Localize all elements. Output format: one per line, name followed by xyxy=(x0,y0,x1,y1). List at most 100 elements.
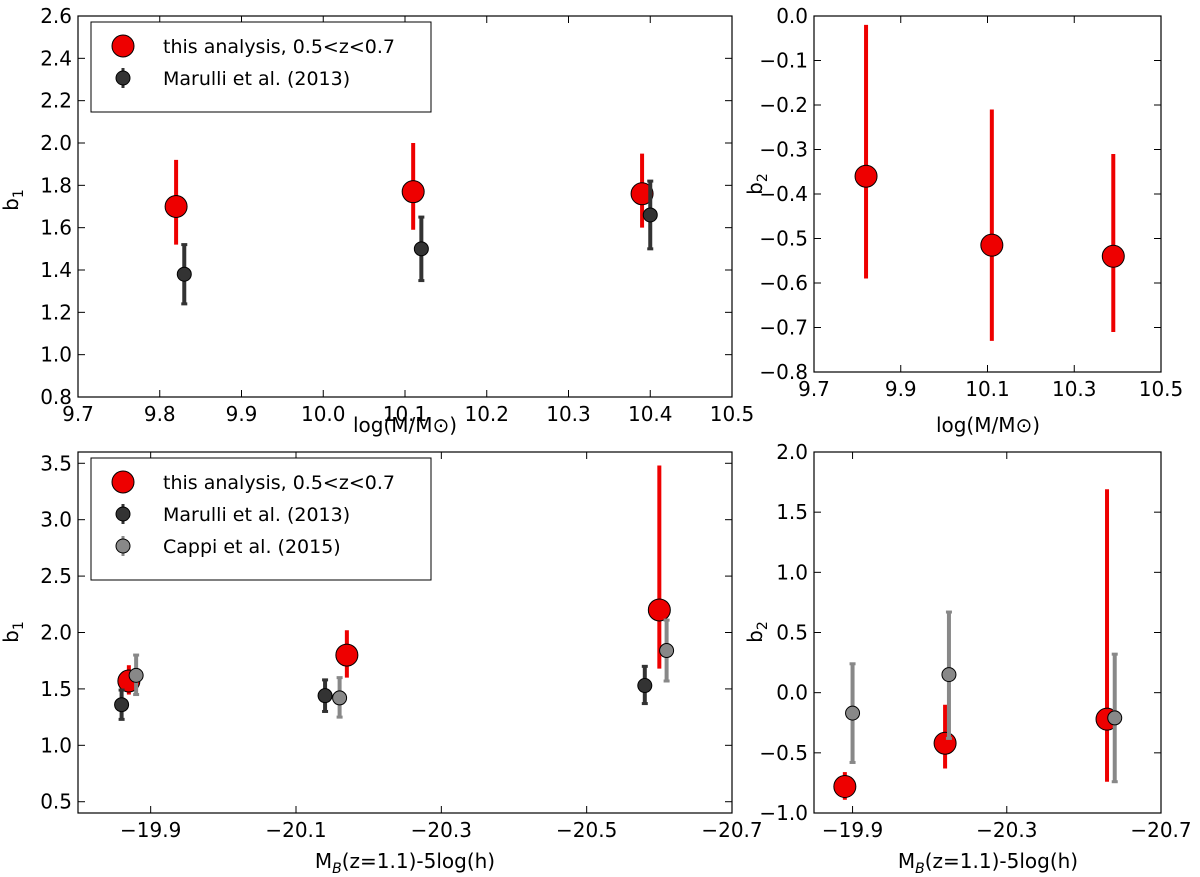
y-tick-label: −0.5 xyxy=(759,227,808,251)
panel-top-left: 9.7 9.8 9.9 10.0 10.1 10.2 10.3 10.4 10.5 0.8 1.0 1… xyxy=(0,4,754,437)
y-tick-label: −0.1 xyxy=(759,49,808,73)
axes-frame xyxy=(813,451,1162,814)
y-axis-label: b1 xyxy=(0,189,27,211)
y-tick-label: 0.0 xyxy=(776,4,808,28)
y-axis-label: b2 xyxy=(743,621,771,643)
point-this_analysis-2 xyxy=(647,598,671,622)
legend: this analysis, 0.5<z<0.7 Marulli et al. (… xyxy=(90,457,432,581)
y-axis-label: b2 xyxy=(743,173,771,195)
y-tick-label: 1.5 xyxy=(776,500,808,524)
x-tick-label: 10.0 xyxy=(301,402,346,426)
x-tick-label: −19.9 xyxy=(120,818,181,842)
x-tick-label: 10.1 xyxy=(383,402,428,426)
panel-bottom-left: −19.9 −20.1 −20.3 −20.5 −20.7 0.5 1.0 1.5 2.0 2.5… xyxy=(0,451,763,877)
legend-label-cappi: Cappi et al. (2015) xyxy=(163,536,341,558)
y-tick-label: 1.5 xyxy=(40,677,72,701)
y-tick-label: 2.0 xyxy=(40,621,72,645)
x-tick-label: 10.4 xyxy=(628,402,673,426)
x-axis-label: MB(z=1.1)-5log(h) xyxy=(898,849,1078,877)
point-marulli-1 xyxy=(413,241,429,257)
x-tick-label: −20.3 xyxy=(411,818,472,842)
y-tick-label: 1.8 xyxy=(40,173,72,197)
y-tick-label: 2.0 xyxy=(776,440,808,464)
x-tick-label: 10.5 xyxy=(1139,377,1184,401)
y-tick-label: 3.5 xyxy=(40,451,72,475)
y-tick-label: 2.0 xyxy=(40,131,72,155)
legend-frame xyxy=(90,21,432,113)
y-tick-label: −0.5 xyxy=(759,741,808,765)
point-marulli-1 xyxy=(317,688,333,704)
point-this_analysis-1 xyxy=(401,180,425,204)
legend-label-marulli: Marulli et al. (2013) xyxy=(163,68,350,90)
x-tick-label: 10.5 xyxy=(710,402,755,426)
point-marulli-2 xyxy=(637,678,653,694)
x-tick-label: 10.3 xyxy=(546,402,591,426)
x-tick-label: 9.8 xyxy=(144,402,176,426)
panel-top-right: 9.7 9.9 10.1 10.3 10.5 −0.8 −0.7 −0.6 −0.5 −0.4 −0… xyxy=(743,4,1183,437)
point-cappi-0 xyxy=(845,705,861,721)
point-this_analysis-0 xyxy=(164,195,188,218)
y-tick-label: −1.0 xyxy=(759,801,808,825)
x-tick-label: 9.9 xyxy=(885,377,917,401)
x-tick-label: −20.5 xyxy=(556,818,617,842)
x-tick-label: −20.7 xyxy=(1130,818,1191,842)
point-cappi-2 xyxy=(1107,710,1123,726)
y-tick-label: 0.5 xyxy=(40,790,72,814)
x-tick-label: 9.9 xyxy=(226,402,258,426)
point-this_analysis-2 xyxy=(630,182,654,206)
y-tick-label: 2.4 xyxy=(40,46,72,70)
y-tick-label: 2.6 xyxy=(40,4,72,28)
point-this_analysis-1 xyxy=(933,731,957,755)
y-tick-label: 0.5 xyxy=(776,621,808,645)
x-tick-label: 10.3 xyxy=(1052,377,1097,401)
y-tick-label: 1.0 xyxy=(40,733,72,757)
y-tick-label: 1.4 xyxy=(40,258,72,282)
y-tick-label: 2.2 xyxy=(40,89,72,113)
legend-label-this_analysis: this analysis, 0.5<z<0.7 xyxy=(163,36,395,58)
x-tick-label: −20.7 xyxy=(701,818,762,842)
x-tick-label: −20.3 xyxy=(976,818,1037,842)
axes-frame xyxy=(77,15,733,398)
y-tick-label: 0.0 xyxy=(776,681,808,705)
x-axis-label: MB(z=1.1)-5log(h) xyxy=(315,849,495,877)
point-this_analysis-0 xyxy=(854,164,878,188)
point-marulli-2 xyxy=(642,207,658,223)
y-tick-label: 1.0 xyxy=(776,560,808,584)
axes-frame xyxy=(813,15,1162,373)
point-cappi-1 xyxy=(941,667,957,683)
y-tick-label: 1.0 xyxy=(40,343,72,367)
legend-marker-this_analysis xyxy=(111,470,135,494)
y-tick-label: 2.5 xyxy=(40,564,72,588)
y-tick-label: 1.2 xyxy=(40,300,72,324)
point-this_analysis-1 xyxy=(335,643,359,667)
y-tick-label: −0.2 xyxy=(759,93,808,117)
x-axis-label: log(M/M⊙) xyxy=(353,413,457,437)
point-this_analysis-2 xyxy=(1101,244,1125,268)
axes-frame xyxy=(77,451,733,814)
x-axis-label: log(M/M⊙) xyxy=(936,413,1040,437)
y-tick-label: 0.8 xyxy=(40,385,72,409)
point-cappi-0 xyxy=(128,667,144,683)
legend-label-this_analysis: this analysis, 0.5<z<0.7 xyxy=(163,472,395,494)
legend-marker-marulli xyxy=(115,506,131,522)
point-marulli-0 xyxy=(176,266,192,282)
x-tick-label: −20.1 xyxy=(265,818,326,842)
y-tick-label: 3.0 xyxy=(40,508,72,532)
legend-marker-cappi xyxy=(115,538,131,554)
y-tick-label: −0.6 xyxy=(759,271,808,295)
x-tick-label: 10.1 xyxy=(965,377,1010,401)
y-tick-label: −0.7 xyxy=(759,316,808,340)
point-this_analysis-1 xyxy=(980,233,1004,257)
point-this_analysis-0 xyxy=(833,775,857,799)
x-tick-label: −19.9 xyxy=(822,818,883,842)
x-tick-label: 10.2 xyxy=(464,402,509,426)
y-tick-label: 1.6 xyxy=(40,216,72,240)
legend-marker-this_analysis xyxy=(111,34,135,58)
point-marulli-0 xyxy=(114,697,130,713)
y-tick-label: −0.4 xyxy=(759,182,808,206)
x-tick-label: 9.7 xyxy=(798,377,830,401)
x-tick-label: 9.7 xyxy=(62,402,94,426)
panel-bottom-right: −19.9 −20.3 −20.7 −1.0 −0.5 0.0 0.5 1.0 1.5 2.0 b2… xyxy=(743,440,1192,877)
point-cappi-2 xyxy=(659,643,675,659)
